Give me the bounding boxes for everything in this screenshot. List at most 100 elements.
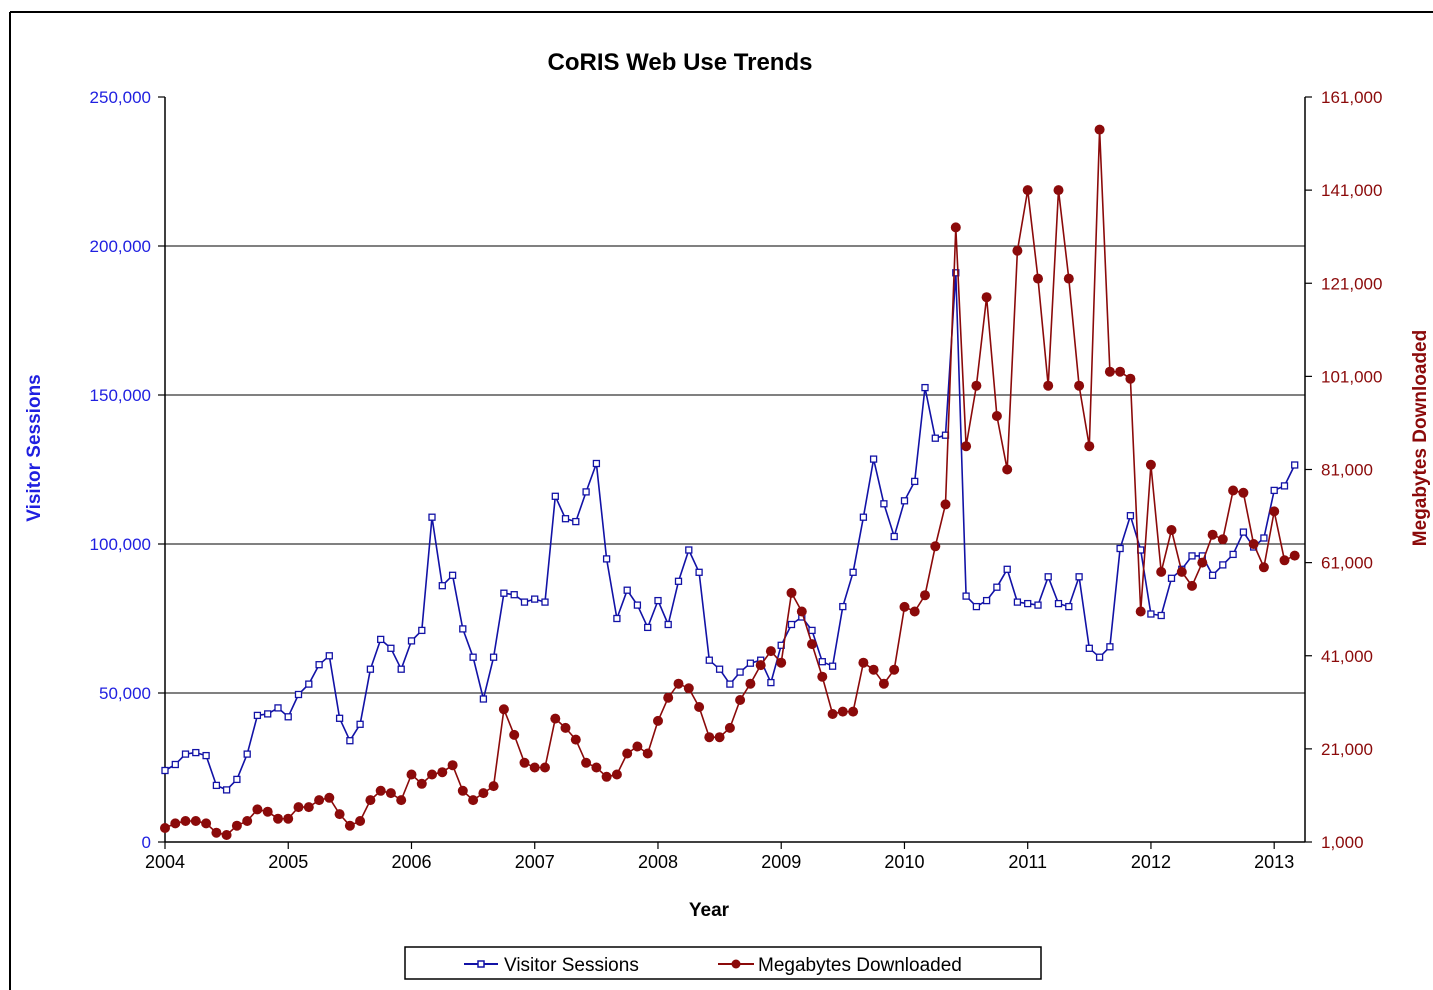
downloads-point <box>765 646 776 657</box>
downloads-point <box>468 795 479 806</box>
sessions-point <box>459 625 467 633</box>
sessions-point <box>880 500 888 508</box>
sessions-point <box>582 488 590 496</box>
sessions-point <box>192 748 200 757</box>
downloads-point <box>735 695 746 705</box>
sessions-point <box>377 635 385 644</box>
sessions-point <box>726 680 734 688</box>
downloads-point <box>1084 441 1095 452</box>
legend-sessions-marker <box>477 960 485 968</box>
sessions-point <box>808 626 816 635</box>
y-left-tick-label: 250,000 <box>90 88 151 107</box>
sessions-point <box>890 532 898 541</box>
sessions-point <box>1054 599 1063 608</box>
x-tick-label: 2006 <box>391 852 431 872</box>
sessions-point <box>418 626 426 635</box>
sessions-point <box>705 656 713 664</box>
downloads-point <box>190 816 201 826</box>
downloads-point <box>262 806 273 817</box>
sessions-point <box>695 568 703 576</box>
downloads-point <box>1197 557 1208 568</box>
downloads-point <box>930 541 941 552</box>
y-axis-left: 0 50,000 100,000 150,000 200,000 250,000 <box>90 88 165 852</box>
sessions-point <box>202 751 210 760</box>
downloads-point <box>529 762 540 773</box>
downloads-point <box>314 795 325 806</box>
sessions-point <box>541 598 549 606</box>
sessions-line <box>164 271 1296 791</box>
sessions-point <box>181 750 190 758</box>
sessions-point <box>993 583 1001 591</box>
sessions-point <box>818 658 826 666</box>
sessions-point <box>1157 611 1165 620</box>
sessions-point <box>325 652 333 660</box>
downloads-point <box>796 606 807 617</box>
x-tick-label: 2005 <box>268 852 308 872</box>
downloads-point <box>1002 464 1013 475</box>
x-tick-label: 2013 <box>1254 852 1294 872</box>
downloads-point <box>961 441 972 452</box>
downloads-point <box>858 657 869 668</box>
downloads-point <box>714 732 725 743</box>
sessions-point <box>438 582 446 590</box>
series-visitor-sessions <box>161 269 1299 794</box>
downloads-point <box>570 734 581 745</box>
downloads-point <box>724 722 735 733</box>
sessions-point <box>746 659 755 667</box>
downloads-point <box>1207 529 1218 540</box>
legend: Visitor Sessions Megabytes Downloaded <box>404 946 1042 980</box>
x-tick-label: 2009 <box>761 852 801 872</box>
downloads-point <box>488 781 499 792</box>
downloads-point <box>786 587 797 598</box>
downloads-point <box>776 657 787 668</box>
downloads-point <box>971 380 982 391</box>
sessions-point <box>1024 599 1032 608</box>
sessions-point <box>561 515 570 523</box>
sessions-point <box>1280 482 1289 490</box>
downloads-point <box>1115 366 1126 377</box>
sessions-point <box>715 665 724 673</box>
downloads-point <box>1125 373 1136 384</box>
sessions-point <box>685 546 693 554</box>
sessions-point <box>500 589 508 597</box>
sessions-point <box>1126 512 1135 520</box>
downloads-point <box>1145 459 1156 470</box>
downloads-point <box>509 729 520 740</box>
sessions-point <box>243 750 251 758</box>
downloads-point <box>406 769 417 780</box>
downloads-point <box>920 590 930 601</box>
sessions-point <box>1034 601 1042 609</box>
y-right-tick-label: 141,000 <box>1321 181 1382 200</box>
downloads-point <box>755 660 766 671</box>
sessions-point <box>356 720 364 728</box>
sessions-point <box>1106 643 1114 651</box>
sessions-point <box>849 568 857 576</box>
sessions-point <box>397 665 405 673</box>
downloads-point <box>252 804 263 815</box>
series-layer <box>160 124 1300 840</box>
downloads-point <box>817 671 828 682</box>
sessions-point <box>1239 528 1248 536</box>
sessions-point <box>1188 552 1196 560</box>
downloads-point <box>365 795 376 806</box>
downloads-point <box>745 678 756 689</box>
sessions-point <box>931 434 939 442</box>
downloads-point <box>663 692 674 703</box>
sessions-point <box>387 644 395 652</box>
sessions-point <box>602 555 611 563</box>
y-left-tick-label: 100,000 <box>90 535 151 554</box>
sessions-point <box>982 596 991 605</box>
downloads-point <box>344 820 355 831</box>
sessions-point <box>623 586 631 594</box>
x-tick-label: 2008 <box>638 852 678 872</box>
downloads-point <box>211 827 222 838</box>
sessions-point <box>1003 565 1011 573</box>
downloads-point <box>180 816 191 826</box>
downloads-point <box>550 713 561 724</box>
downloads-point <box>981 292 992 303</box>
sessions-point <box>366 665 375 673</box>
sessions-point <box>1219 561 1227 569</box>
downloads-point <box>540 762 550 773</box>
downloads-point <box>1238 487 1249 498</box>
downloads-point <box>560 722 571 733</box>
